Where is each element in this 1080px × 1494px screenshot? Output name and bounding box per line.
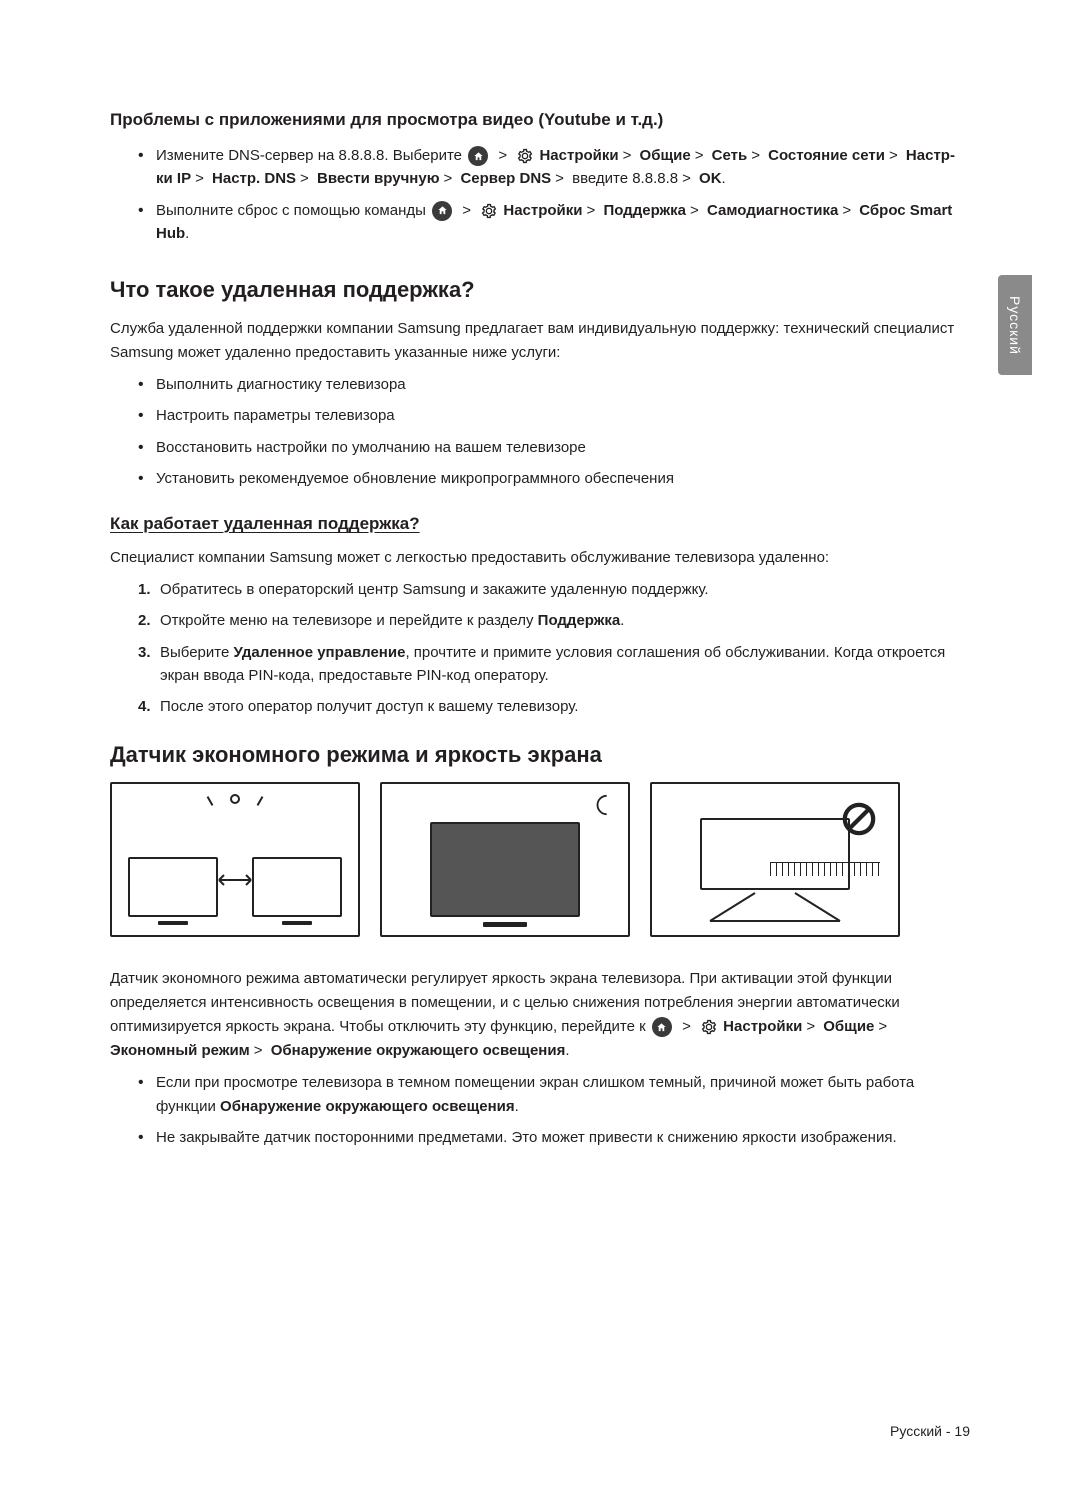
home-icon <box>468 146 488 166</box>
illustration-2 <box>380 782 630 937</box>
list-item: Не закрывайте датчик посторонними предме… <box>138 1126 970 1149</box>
section2-intro: Служба удаленной поддержки компании Sams… <box>110 317 970 365</box>
list-item: Выполните сброс с помощью команды > Наст… <box>138 199 970 246</box>
illustration-3 <box>650 782 900 937</box>
list-item: Выберите Удаленное управление, прочтите … <box>138 641 970 688</box>
home-icon <box>652 1017 672 1037</box>
list-item: Обратитесь в операторский центр Samsung … <box>138 578 970 601</box>
section1-title: Проблемы с приложениями для просмотра ви… <box>110 110 970 130</box>
language-tab-label: Русский <box>1007 296 1023 355</box>
section3-intro: Специалист компании Samsung может с легк… <box>110 546 970 570</box>
gear-icon <box>701 1019 717 1035</box>
section2-title: Что такое удаленная поддержка? <box>110 277 970 303</box>
section1-list: Измените DNS-сервер на 8.8.8.8. Выберите… <box>138 144 970 245</box>
section4-list: Если при просмотре телевизора в темном п… <box>138 1071 970 1149</box>
illustration-row <box>110 782 970 937</box>
list-item: Выполнить диагностику телевизора <box>138 373 970 396</box>
list-item: Если при просмотре телевизора в темном п… <box>138 1071 970 1118</box>
list-item: Откройте меню на телевизоре и перейдите … <box>138 609 970 632</box>
language-tab: Русский <box>998 275 1032 375</box>
list-item: Измените DNS-сервер на 8.8.8.8. Выберите… <box>138 144 970 191</box>
home-icon <box>432 201 452 221</box>
gear-icon <box>481 203 497 219</box>
section4-body: Датчик экономного режима автоматически р… <box>110 967 970 1063</box>
gear-icon <box>517 148 533 164</box>
list-item: После этого оператор получит доступ к ва… <box>138 695 970 718</box>
list-item: Восстановить настройки по умолчанию на в… <box>138 436 970 459</box>
list-item: Установить рекомендуемое обновление микр… <box>138 467 970 490</box>
list-item: Настроить параметры телевизора <box>138 404 970 427</box>
page-footer: Русский - 19 <box>890 1423 970 1439</box>
section2-list: Выполнить диагностику телевизора Настрои… <box>138 373 970 490</box>
section3-title: Как работает удаленная поддержка? <box>110 514 970 534</box>
section3-list: Обратитесь в операторский центр Samsung … <box>138 578 970 718</box>
section4-title: Датчик экономного режима и яркость экран… <box>110 742 970 768</box>
illustration-1 <box>110 782 360 937</box>
